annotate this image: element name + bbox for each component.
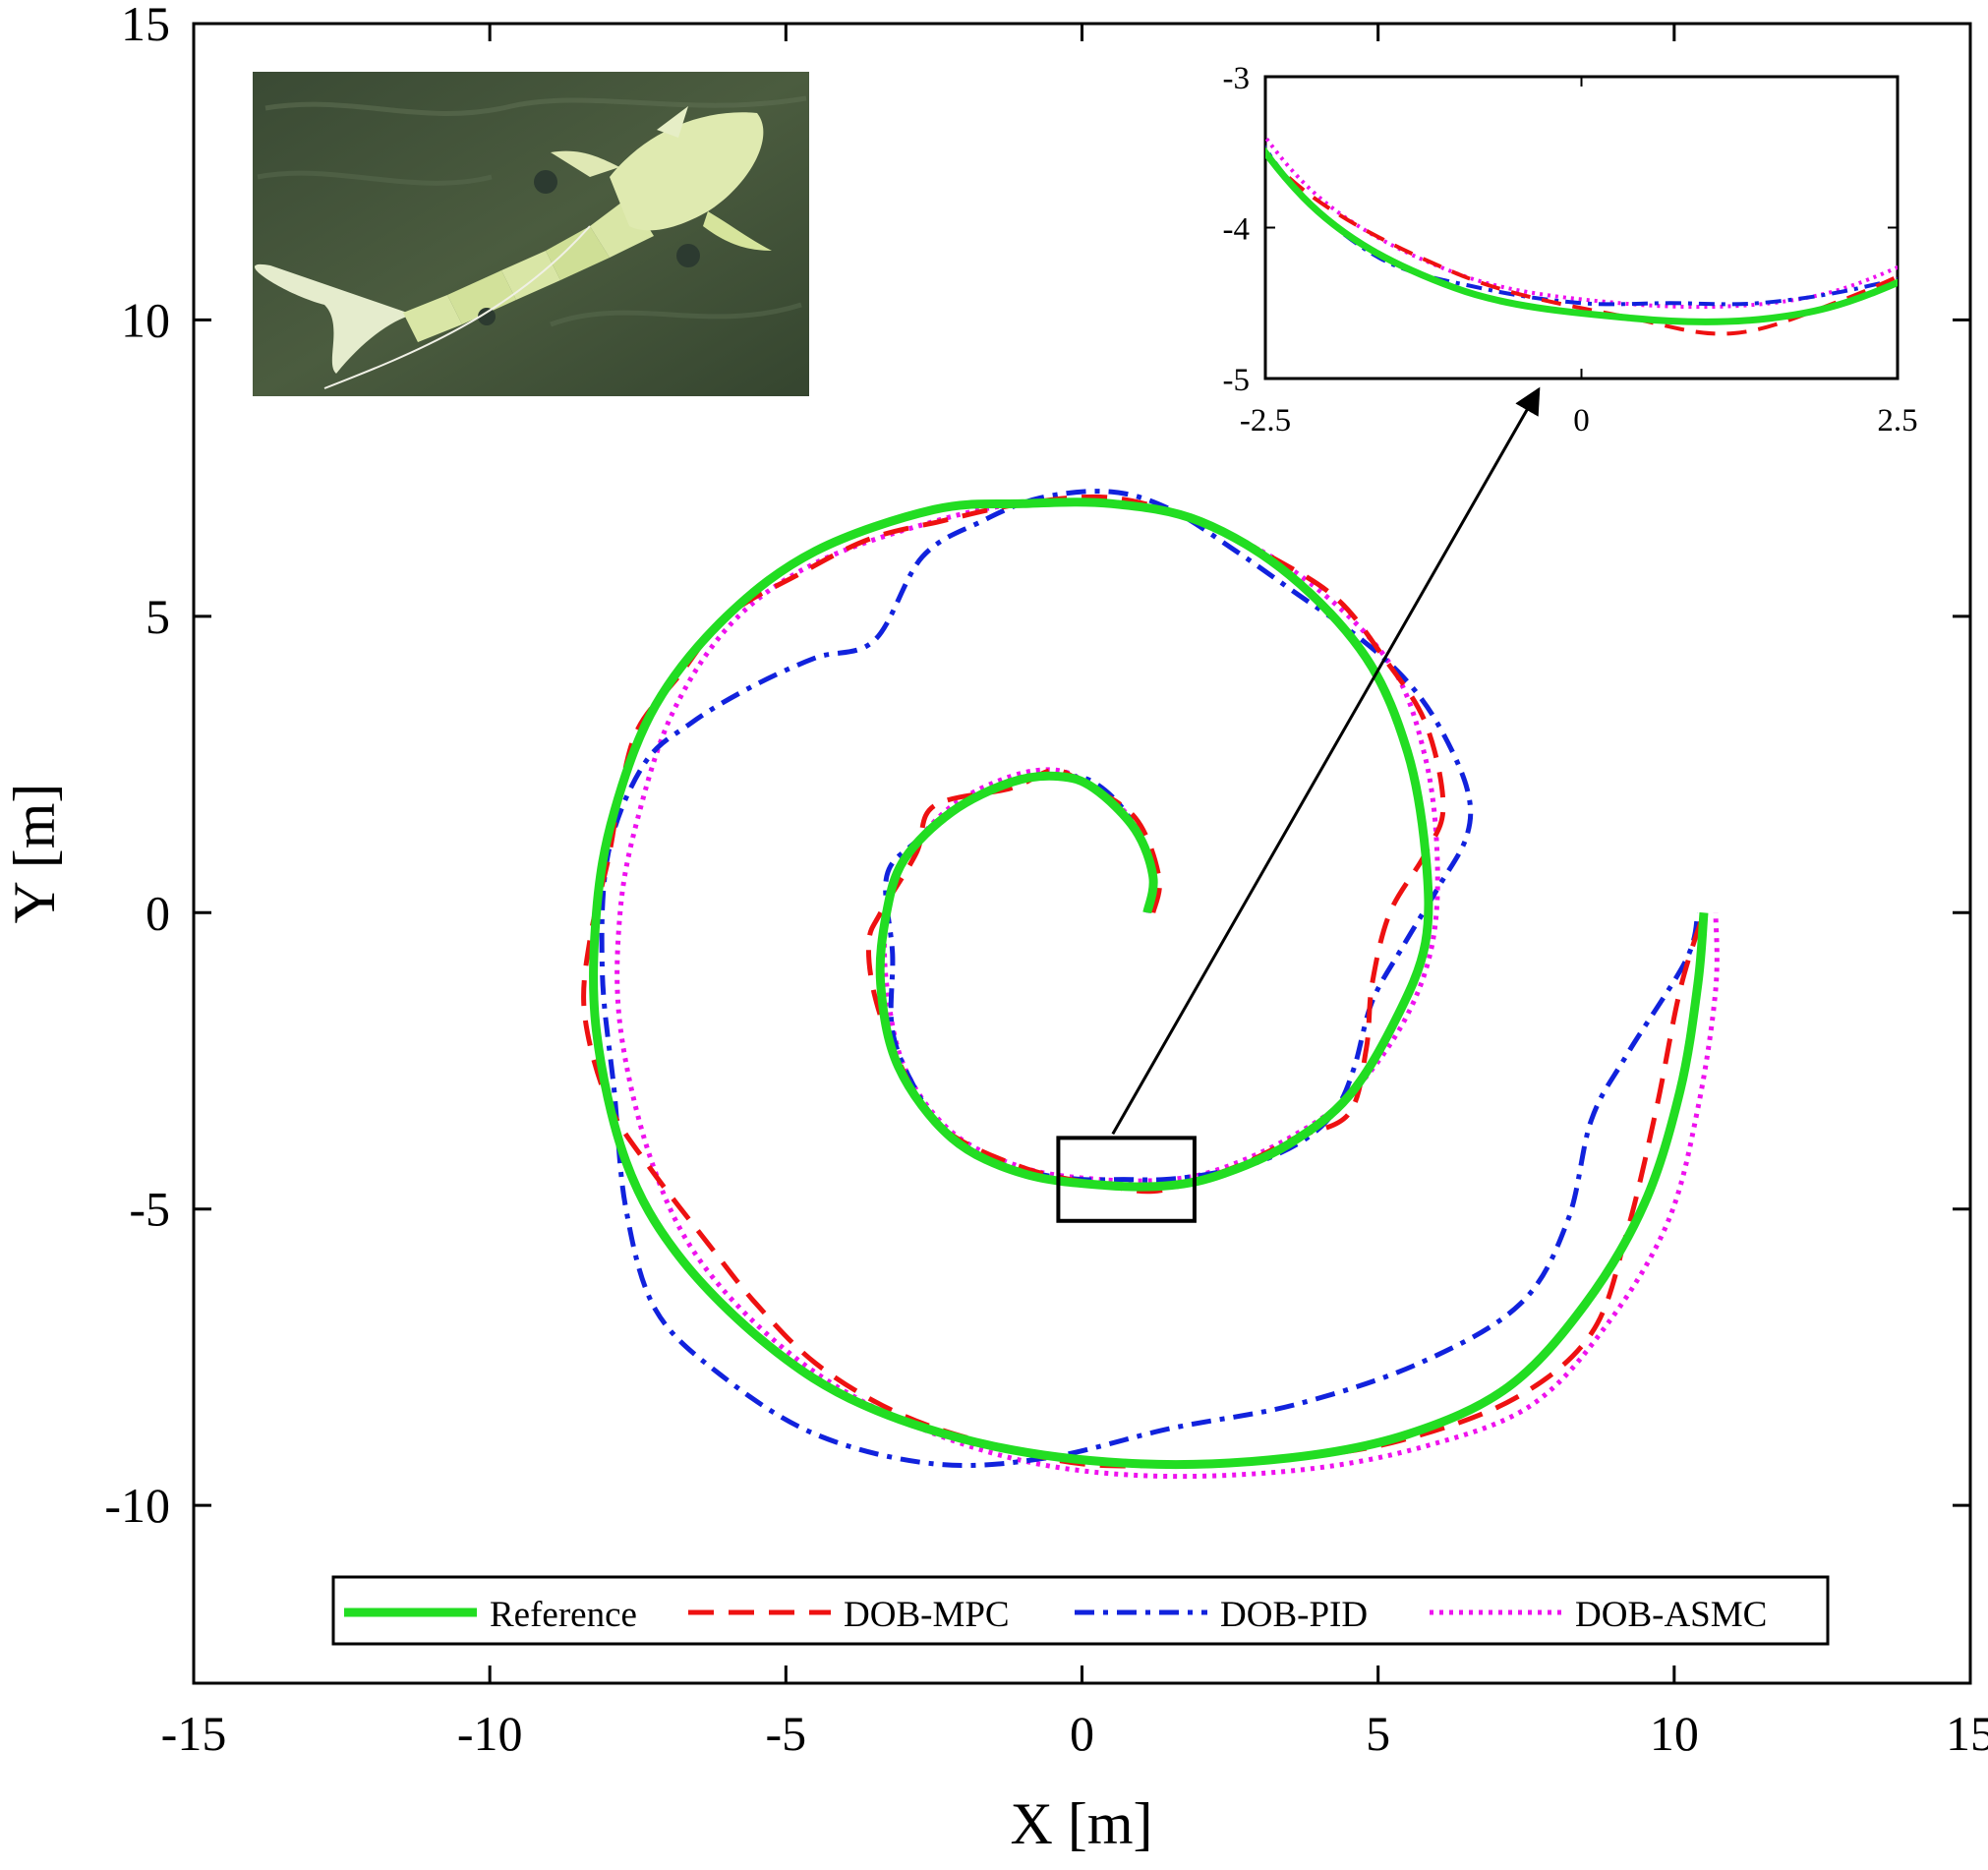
y-tick-label: 5 [146, 589, 170, 644]
x-tick-label: 5 [1366, 1706, 1390, 1761]
y-tick-label: 10 [121, 292, 170, 347]
y-tick-label: 0 [146, 885, 170, 940]
inset-axis-ticks: -2.5 0 2.5 -3 -4 -5 [1223, 61, 1918, 438]
inset-y-tick-label: -3 [1223, 61, 1251, 96]
x-tick-label: -5 [766, 1706, 807, 1761]
legend-label-reference: Reference [490, 1595, 637, 1635]
x-tick-label: -15 [161, 1706, 227, 1761]
x-tick-label: 10 [1650, 1706, 1699, 1761]
y-axis-title: Y [m] [2, 784, 67, 924]
inset-y-tick-label: -5 [1223, 363, 1251, 398]
robotic-fish-photo [253, 72, 809, 396]
inset-x-tick-label: 2.5 [1877, 403, 1917, 438]
x-tick-label: 0 [1070, 1706, 1094, 1761]
y-tick-label: -5 [129, 1182, 170, 1237]
x-axis-ticks: -15 -10 -5 0 5 10 15 [161, 24, 1988, 1761]
legend: Reference DOB-MPC DOB-PID DOB-ASMC [331, 1575, 1830, 1646]
x-tick-label: -10 [457, 1706, 523, 1761]
inset-x-tick-label: 0 [1573, 403, 1590, 438]
y-tick-label: 15 [121, 0, 170, 51]
legend-label-dob-mpc: DOB-MPC [844, 1595, 1010, 1635]
main-series-group [581, 489, 1720, 1480]
inset-x-tick-label: -2.5 [1240, 403, 1291, 438]
zoom-box [1056, 1136, 1197, 1223]
legend-label-dob-asmc: DOB-ASMC [1575, 1595, 1767, 1635]
inset-y-tick-label: -4 [1223, 212, 1251, 248]
legend-label-dob-pid: DOB-PID [1220, 1595, 1368, 1635]
x-tick-label: 15 [1946, 1706, 1988, 1761]
inset-plot-area [1263, 75, 1900, 380]
x-axis-title: X [m] [1011, 1791, 1153, 1856]
series-line-reference [589, 497, 1709, 1470]
y-axis-ticks: 15 10 5 0 -5 -10 [104, 0, 1970, 1533]
y-tick-label: -10 [104, 1478, 170, 1533]
zoom-arrow [1111, 386, 1541, 1136]
